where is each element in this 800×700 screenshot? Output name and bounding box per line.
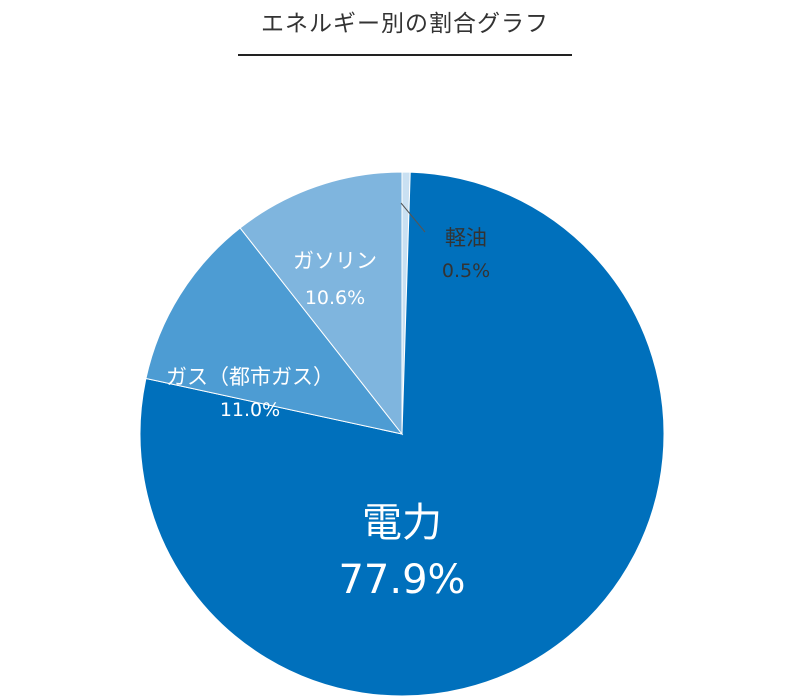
slice-value-electricity: 77.9% (338, 557, 465, 603)
title-underline (238, 54, 572, 56)
chart-title: エネルギー別の割合グラフ (261, 11, 549, 37)
slice-value-gas: 11.0% (220, 399, 280, 421)
light-oil-leader-line (400, 202, 426, 233)
slice-label-gas: ガス（都市ガス） (166, 365, 334, 389)
slice-label-electricity: 電力 (362, 500, 442, 546)
slice-value-gasoline: 10.6% (305, 287, 365, 309)
slice-label-gasoline: ガソリン (293, 249, 377, 273)
slice-value-light-oil: 0.5% (442, 260, 490, 282)
slice-gasoline (239, 171, 403, 436)
pie-slices (139, 171, 665, 697)
slice-gas (145, 227, 404, 435)
slice-label-light-oil: 軽油 (445, 226, 487, 250)
